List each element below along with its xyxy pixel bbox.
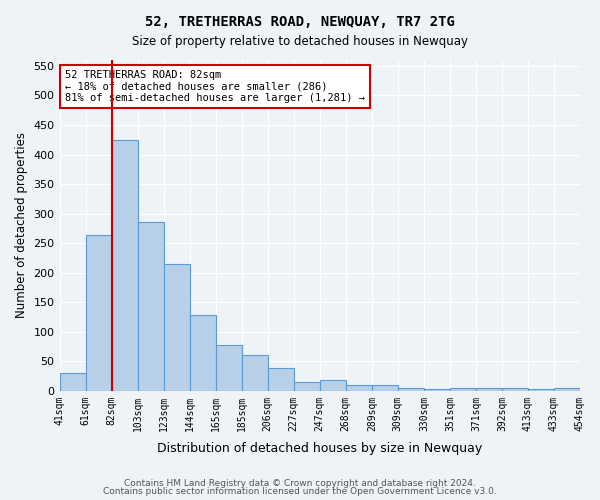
Bar [137, 222, 164, 391]
Bar [528, 389, 554, 391]
Bar [450, 388, 476, 391]
Bar [476, 388, 502, 391]
Text: 52 TRETHERRAS ROAD: 82sqm
← 18% of detached houses are smaller (286)
81% of semi: 52 TRETHERRAS ROAD: 82sqm ← 18% of detac… [65, 70, 365, 103]
Bar [294, 382, 320, 391]
Bar [268, 368, 294, 391]
Bar [190, 315, 215, 391]
Text: Size of property relative to detached houses in Newquay: Size of property relative to detached ho… [132, 35, 468, 48]
Bar [215, 346, 242, 391]
Bar [320, 380, 346, 391]
Text: Contains HM Land Registry data © Crown copyright and database right 2024.: Contains HM Land Registry data © Crown c… [124, 478, 476, 488]
Bar [372, 385, 398, 391]
Bar [346, 386, 372, 391]
Bar [424, 389, 450, 391]
Bar [554, 388, 580, 391]
Bar [242, 356, 268, 391]
Bar [59, 373, 86, 391]
Text: 52, TRETHERRAS ROAD, NEWQUAY, TR7 2TG: 52, TRETHERRAS ROAD, NEWQUAY, TR7 2TG [145, 15, 455, 29]
Bar [86, 236, 112, 391]
Y-axis label: Number of detached properties: Number of detached properties [15, 132, 28, 318]
Bar [164, 264, 190, 391]
X-axis label: Distribution of detached houses by size in Newquay: Distribution of detached houses by size … [157, 442, 482, 455]
Bar [398, 388, 424, 391]
Bar [112, 140, 137, 391]
Text: Contains public sector information licensed under the Open Government Licence v3: Contains public sector information licen… [103, 487, 497, 496]
Bar [502, 388, 528, 391]
